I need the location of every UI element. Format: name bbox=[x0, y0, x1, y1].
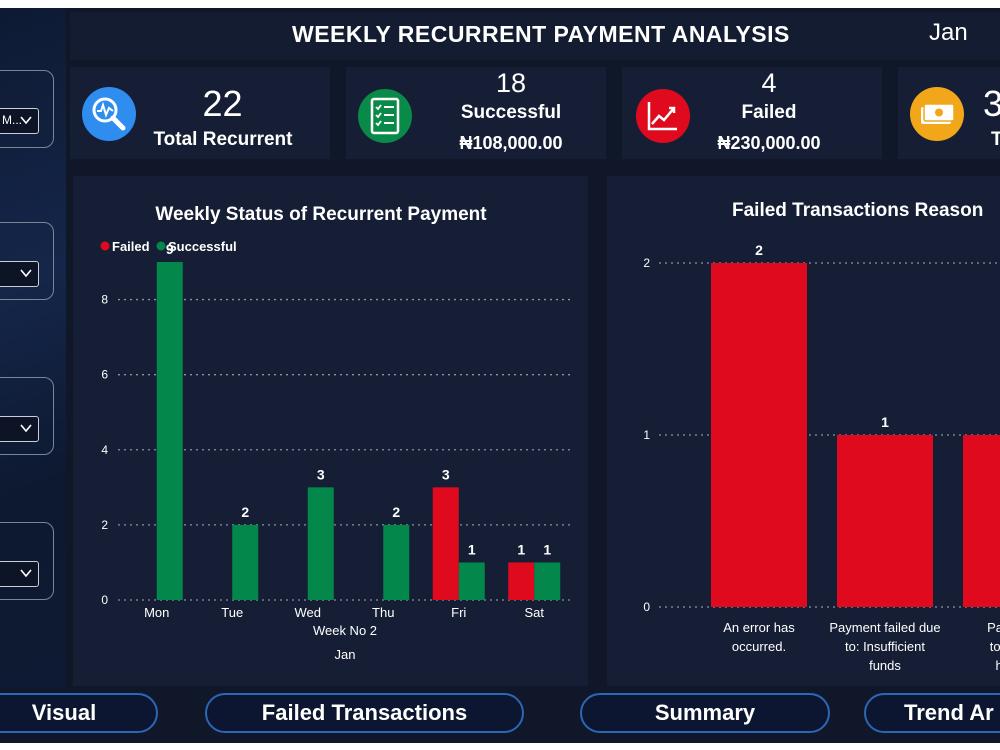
chevron-down-icon bbox=[20, 116, 32, 125]
weekly-x-tick-label: Wed bbox=[295, 605, 322, 620]
kpi-total-recurrent: 22 Total Recurrent bbox=[70, 67, 330, 159]
kpi-failed: 4 Failed ₦230,000.00 bbox=[622, 67, 882, 159]
reasons-x-tick-label: Payment failed due bbox=[829, 620, 940, 635]
kpi-total-label: Total Recurrent bbox=[153, 129, 293, 150]
reasons-bar-data-label: 2 bbox=[755, 242, 763, 258]
legend-successful-label: Successful bbox=[168, 239, 237, 254]
nav-visual-button[interactable]: Visual bbox=[0, 693, 158, 733]
weekly-y-tick-label: 2 bbox=[101, 518, 108, 532]
chart-decline-icon bbox=[636, 89, 690, 143]
weekly-bar-successful[interactable] bbox=[383, 524, 410, 600]
weekly-x-tick-label: Mon bbox=[144, 605, 169, 620]
dashboard-canvas: M... WEEKLY RECURRENT PAYMENT ANALYSIS bbox=[0, 8, 1000, 743]
kpi-failed-amount: ₦230,000.00 bbox=[717, 133, 821, 153]
search-analytics-icon bbox=[82, 87, 136, 141]
weekly-bar-successful[interactable] bbox=[156, 262, 183, 600]
kpi-failed-value: 4 bbox=[761, 68, 777, 98]
reasons-x-tick-label: occurred. bbox=[732, 639, 786, 654]
weekly-x-tick-label: Sat bbox=[524, 605, 544, 620]
weekly-bar-failed[interactable] bbox=[432, 487, 459, 600]
weekly-y-tick-label: 4 bbox=[101, 443, 108, 457]
slicer-1: M... bbox=[0, 70, 54, 148]
reasons-x-tick-label: to: Insufficient bbox=[845, 639, 925, 654]
legend-failed-marker bbox=[100, 241, 110, 251]
reasons-bar[interactable] bbox=[963, 435, 1000, 607]
reasons-bar-data-label: 1 bbox=[881, 414, 889, 430]
reasons-y-tick-label: 2 bbox=[643, 256, 650, 270]
reasons-y-tick-label: 0 bbox=[643, 600, 650, 614]
reasons-x-tick-label: Paymen bbox=[987, 620, 1000, 635]
reasons-x-tick-label: has c bbox=[995, 658, 1000, 673]
weekly-x-tick-label: Thu bbox=[372, 605, 394, 620]
slicer-3 bbox=[0, 377, 54, 455]
weekly-bar-successful[interactable] bbox=[534, 562, 561, 600]
reasons-bar[interactable] bbox=[837, 435, 933, 607]
failed-reasons-panel: Failed Transactions Reason 0 1 2 2 An error… bbox=[607, 176, 1000, 686]
weekly-bar-data-label: 2 bbox=[392, 504, 400, 520]
chevron-down-icon bbox=[20, 424, 32, 433]
kpi-fourth-value: 3 bbox=[983, 83, 1000, 124]
weekly-bar-successful[interactable] bbox=[232, 524, 259, 600]
reasons-bar[interactable] bbox=[711, 263, 807, 607]
slicer-dropdown-2[interactable] bbox=[0, 261, 39, 287]
kpi-fourth: 3 T bbox=[898, 67, 1000, 159]
kpi-failed-label: Failed bbox=[741, 102, 797, 123]
weekly-bar-data-label: 9 bbox=[166, 241, 174, 257]
reasons-x-tick-label: funds bbox=[869, 658, 901, 673]
weekly-bar-failed[interactable] bbox=[508, 562, 535, 600]
slicer-dropdown-1[interactable]: M... bbox=[0, 108, 39, 134]
slicer-dropdown-3[interactable] bbox=[0, 416, 39, 442]
reasons-chart-title: Failed Transactions Reason bbox=[732, 200, 983, 221]
chevron-down-icon bbox=[20, 569, 32, 578]
slicer-value-1: M... bbox=[2, 113, 22, 127]
header-bar bbox=[70, 12, 1000, 60]
weekly-bar-data-label: 1 bbox=[517, 541, 525, 557]
weekly-x-tick-label: Fri bbox=[451, 605, 466, 620]
failed-reasons-chart: Failed Transactions Reason 0 1 2 2 An error… bbox=[643, 200, 1000, 673]
reasons-y-tick-label: 1 bbox=[643, 428, 650, 442]
weekly-bar-successful[interactable] bbox=[307, 487, 334, 600]
weekly-status-chart: Weekly Status of Recurrent Payment Faile… bbox=[100, 204, 571, 662]
kpi-successful-amount: ₦108,000.00 bbox=[459, 133, 563, 153]
kpi-total-value: 22 bbox=[202, 83, 243, 124]
filter-panel: M... bbox=[0, 8, 66, 688]
weekly-bar-successful[interactable] bbox=[458, 562, 485, 600]
month-label: Jan bbox=[929, 19, 968, 46]
reasons-x-tick-label: to: This bbox=[990, 639, 1000, 654]
checklist-icon bbox=[358, 89, 412, 143]
weekly-y-tick-label: 0 bbox=[101, 593, 108, 607]
weekly-chart-legend: Failed Successful bbox=[100, 239, 237, 254]
page-title: WEEKLY RECURRENT PAYMENT ANALYSIS bbox=[292, 21, 790, 47]
slicer-2 bbox=[0, 222, 54, 300]
legend-failed-label: Failed bbox=[112, 239, 150, 254]
slicer-dropdown-4[interactable] bbox=[0, 561, 39, 587]
weekly-x-tick-label: Tue bbox=[221, 605, 243, 620]
weekly-bar-data-label: 3 bbox=[317, 466, 325, 482]
kpi-successful: 18 Successful ₦108,000.00 bbox=[346, 67, 606, 159]
weekly-status-panel: Weekly Status of Recurrent Payment Faile… bbox=[73, 176, 588, 686]
weekly-bar-data-label: 2 bbox=[241, 504, 249, 520]
weekly-x-axis-sublabel: Jan bbox=[335, 647, 356, 662]
nav-failed-transactions-button[interactable]: Failed Transactions bbox=[205, 693, 524, 733]
weekly-bar-data-label: 1 bbox=[543, 541, 551, 557]
weekly-bar-data-label: 1 bbox=[468, 541, 476, 557]
money-icon bbox=[910, 87, 964, 141]
weekly-y-tick-label: 6 bbox=[101, 368, 108, 382]
kpi-fourth-label: T bbox=[991, 129, 1000, 150]
slicer-4 bbox=[0, 522, 54, 600]
weekly-chart-title: Weekly Status of Recurrent Payment bbox=[155, 204, 487, 225]
weekly-x-axis-label: Week No 2 bbox=[313, 623, 377, 638]
weekly-y-tick-label: 8 bbox=[101, 293, 108, 307]
kpi-successful-label: Successful bbox=[460, 102, 562, 123]
weekly-bar-data-label: 3 bbox=[442, 466, 450, 482]
kpi-successful-value: 18 bbox=[495, 68, 527, 98]
nav-summary-button[interactable]: Summary bbox=[580, 693, 830, 733]
chevron-down-icon bbox=[20, 269, 32, 278]
reasons-x-tick-label: An error has bbox=[723, 620, 795, 635]
legend-successful-marker bbox=[156, 241, 166, 251]
nav-trend-analysis-button[interactable]: Trend Ar bbox=[864, 693, 1000, 733]
